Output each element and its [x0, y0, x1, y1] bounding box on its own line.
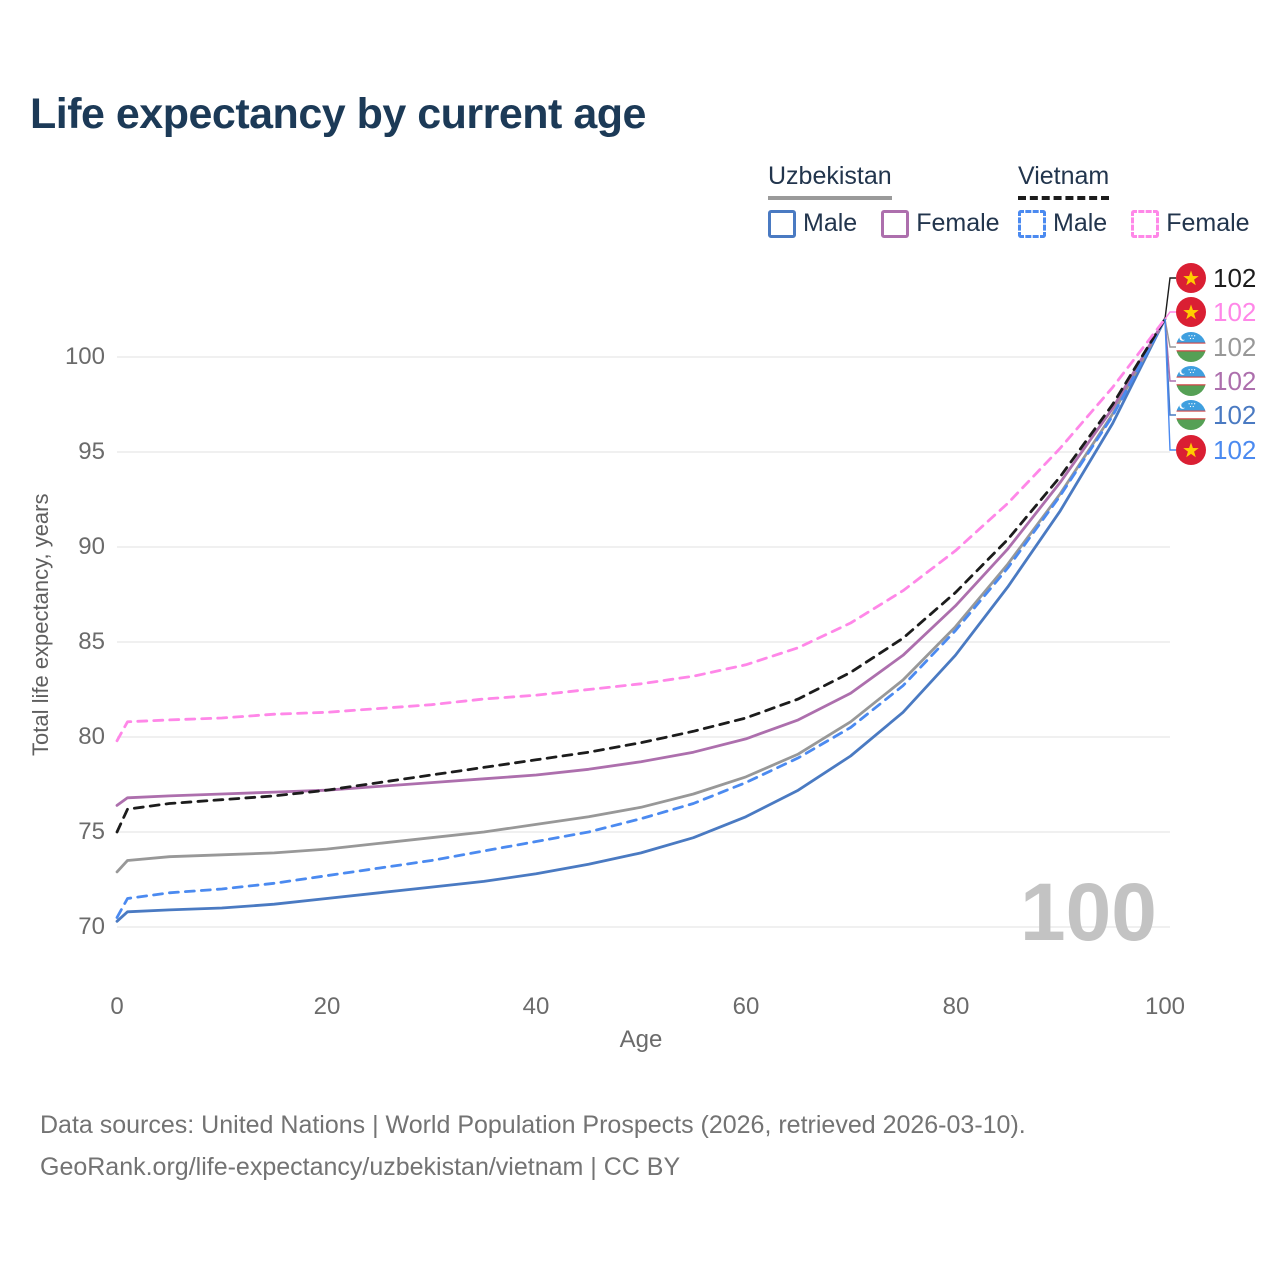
legend-group-uzbekistan: Uzbekistan Male Female — [768, 162, 1000, 238]
footer-sources: Data sources: United Nations | World Pop… — [40, 1111, 1026, 1139]
series-line-vietnam-total — [115, 317, 1167, 834]
series-line-uzbekistan-female — [115, 317, 1167, 807]
end-label-vietnam-total: 102 — [1176, 262, 1256, 294]
y-tick-90: 90 — [78, 533, 105, 560]
end-value: 102 — [1213, 434, 1257, 465]
y-tick-100: 100 — [64, 343, 105, 370]
legend-swatch-vietnam-male[interactable] — [1018, 209, 1046, 238]
x-tick-0: 0 — [110, 993, 124, 1020]
end-value: 102 — [1213, 365, 1257, 396]
legend-group-vietnam: Vietnam Male Female — [1018, 162, 1250, 238]
legend-swatch-uzbekistan-female[interactable] — [881, 209, 910, 238]
age-ticker: 100 — [1020, 867, 1157, 958]
leader-line-vietnam-total — [1164, 277, 1176, 320]
y-tick-95: 95 — [78, 438, 105, 465]
end-value: 102 — [1213, 399, 1257, 430]
legend-label-uzbekistan-female[interactable]: Female — [916, 209, 1000, 237]
end-label-uzbekistan-total: 102 — [1176, 331, 1256, 363]
legend-label-vietnam-male[interactable]: Male — [1053, 209, 1108, 237]
leader-line-vietnam-female — [1164, 311, 1176, 320]
footer: Data sources: United Nations | World Pop… — [40, 1104, 1026, 1188]
legend-heading-uzbekistan[interactable]: Uzbekistan — [768, 162, 892, 200]
footer-url: GeoRank.org/life-expectancy/uzbekistan/v… — [40, 1153, 681, 1181]
end-label-vietnam-female: 102 — [1176, 296, 1256, 328]
vietnam-flag-icon — [1176, 297, 1206, 327]
page-title: Life expectancy by current age — [30, 90, 646, 138]
series-line-uzbekistan-male — [115, 317, 1167, 923]
x-tick-20: 20 — [313, 993, 341, 1020]
vietnam-flag-icon — [1176, 435, 1206, 465]
legend-label-vietnam-female[interactable]: Female — [1166, 209, 1250, 237]
legend-label-uzbekistan-male[interactable]: Male — [803, 209, 858, 237]
end-value: 102 — [1213, 296, 1257, 327]
end-value: 102 — [1213, 262, 1257, 293]
end-label-uzbekistan-female: 102 — [1176, 365, 1256, 397]
uzbekistan-flag-icon — [1176, 400, 1206, 430]
series-line-vietnam-male — [115, 317, 1167, 919]
x-tick-60: 60 — [732, 993, 760, 1020]
end-label-vietnam-male: 102 — [1176, 434, 1256, 466]
legend-swatch-vietnam-female[interactable] — [1131, 209, 1160, 238]
y-tick-75: 75 — [78, 818, 105, 845]
x-tick-40: 40 — [522, 993, 550, 1020]
y-tick-80: 80 — [78, 723, 105, 750]
uzbekistan-flag-icon — [1176, 332, 1206, 362]
leader-line-uzbekistan-total — [1164, 318, 1176, 348]
legend-heading-vietnam[interactable]: Vietnam — [1018, 162, 1110, 200]
series-line-vietnam-female — [115, 317, 1167, 743]
uzbekistan-flag-icon — [1176, 366, 1206, 396]
end-label-uzbekistan-male: 102 — [1176, 399, 1256, 431]
x-axis-title: Age — [619, 1026, 663, 1053]
series-line-uzbekistan-total — [115, 317, 1167, 874]
legend-swatch-uzbekistan-male[interactable] — [768, 209, 796, 238]
x-tick-80: 80 — [942, 993, 970, 1020]
x-tick-100: 100 — [1144, 993, 1186, 1020]
end-value: 102 — [1213, 331, 1257, 362]
y-tick-85: 85 — [78, 628, 105, 655]
leader-line-vietnam-male — [1164, 318, 1176, 451]
vietnam-flag-icon — [1176, 263, 1206, 293]
y-tick-70: 70 — [78, 913, 105, 940]
